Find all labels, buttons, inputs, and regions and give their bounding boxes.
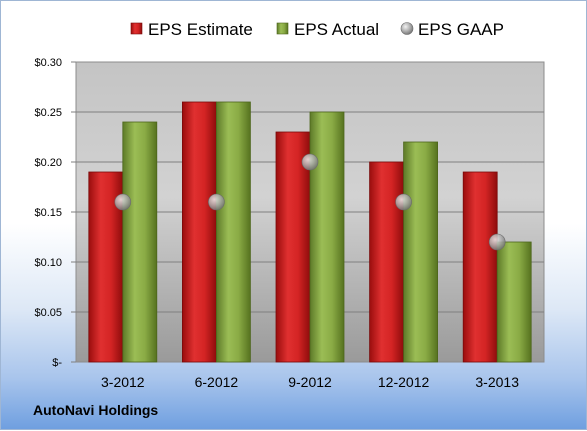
x-tick-label: 9-2012	[288, 374, 332, 390]
y-tick-label: $0.05	[34, 307, 62, 319]
eps-actual-bar	[215, 101, 251, 363]
y-tick-label: $0.15	[34, 207, 62, 219]
y-tick-label: $-	[52, 357, 62, 369]
legend-label: EPS GAAP	[418, 20, 504, 39]
y-tick-label: $0.25	[34, 107, 62, 119]
eps-gaap-marker	[114, 193, 132, 211]
eps-estimate-bar	[275, 131, 311, 363]
eps-estimate-bar	[181, 101, 217, 363]
x-axis-ticks: 3-2012 6-2012 9-2012 12-2012 3-2013	[101, 374, 519, 390]
y-tick-label: $0.20	[34, 157, 62, 169]
eps-gaap-marker	[395, 193, 412, 211]
bars	[88, 101, 532, 363]
y-tick-label: $0.30	[34, 57, 62, 69]
eps-estimate-bar	[462, 171, 498, 363]
legend: EPS Estimate EPS Actual EPS GAAP	[130, 20, 504, 39]
eps-gaap-marker	[488, 233, 506, 251]
eps-actual-bar	[309, 111, 345, 363]
legend-swatch	[400, 22, 414, 35]
x-tick-label: 12-2012	[378, 374, 430, 390]
eps-actual-bar	[122, 121, 158, 363]
x-tick-label: 6-2012	[195, 374, 239, 390]
eps-actual-bar	[496, 241, 532, 363]
y-axis-ticks: $- $0.05 $0.10 $0.15 $0.20 $0.25 $0.30	[34, 57, 76, 369]
legend-swatch	[130, 22, 143, 35]
legend-swatch	[276, 22, 289, 35]
eps-gaap-marker	[301, 153, 319, 171]
company-name: AutoNavi Holdings	[33, 402, 159, 418]
gaap-markers	[114, 153, 506, 251]
legend-label: EPS Actual	[294, 20, 379, 39]
eps-gaap-marker	[208, 193, 225, 211]
y-tick-label: $0.10	[34, 257, 62, 269]
eps-estimate-bar	[369, 161, 405, 363]
x-tick-label: 3-2012	[101, 374, 145, 390]
eps-actual-bar	[403, 141, 439, 363]
x-tick-label: 3-2013	[475, 374, 519, 390]
legend-label: EPS Estimate	[148, 20, 253, 39]
